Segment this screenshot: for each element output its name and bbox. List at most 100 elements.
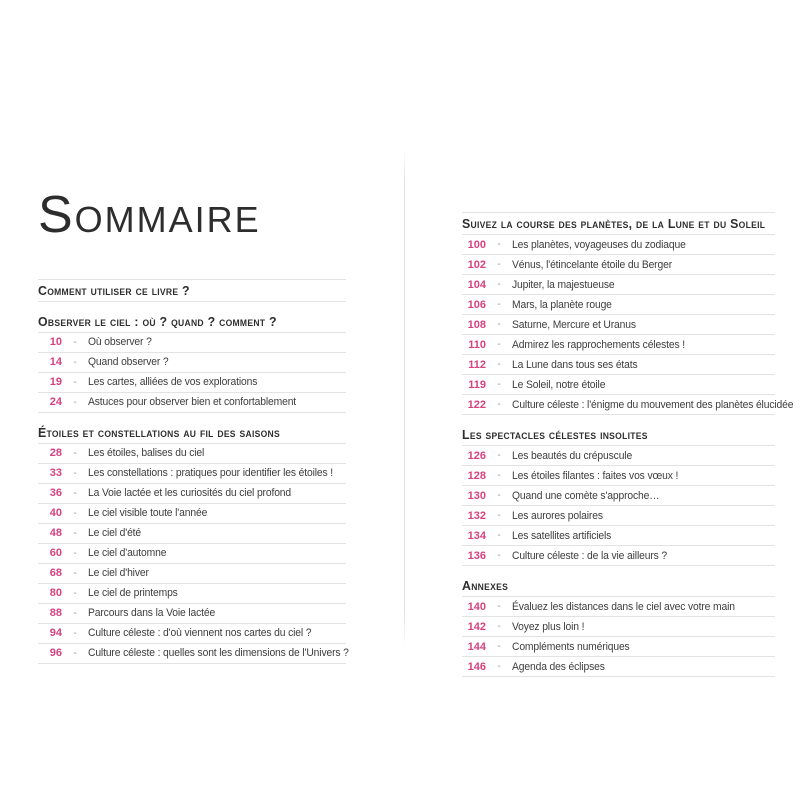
dash-separator: - [497,259,501,270]
entry-page-number: 106 [467,298,486,311]
entry-page-number: 36 [49,487,62,500]
toc-items: 140 - Évaluez les distances dans le ciel… [462,597,775,677]
dash-separator: - [73,507,77,519]
entry-title: La Lune dans tous ses états [512,358,638,371]
toc-section: Comment utiliser ce livre ? [38,278,346,302]
entry-title: Où observer ? [88,336,152,349]
toc-entry: 80 - Le ciel de printemps [38,584,346,604]
dash-separator: - [73,607,77,619]
dash-separator: - [497,550,501,561]
entry-page-number: 100 [467,238,486,251]
toc-entry: 102 - Vénus, l'étincelante étoile du Ber… [462,255,775,275]
dash-separator: - [497,399,501,410]
toc-section: Les spectacles célestes insolites 126 - … [462,424,775,566]
toc-entry: 134 - Les satellites artificiels [462,526,775,546]
toc-entry: 28 - Les étoiles, balises du ciel [38,444,346,464]
entry-title: Agenda des éclipses [512,660,605,673]
dash-separator: - [497,470,501,481]
entry-page-number: 136 [467,549,486,562]
entry-page-number: 119 [468,378,486,391]
entry-title: Les cartes, alliées de vos explorations [88,376,258,389]
toc-entry: 33 - Les constellations : pratiques pour… [38,464,346,484]
entry-title: Saturne, Mercure et Uranus [512,318,636,331]
entry-title: Le Soleil, notre étoile [512,378,606,391]
entry-title: Les planètes, voyageuses du zodiaque [512,238,686,251]
dash-separator: - [497,661,501,672]
toc-entry: 14 - Quand observer ? [38,353,346,373]
section-heading-text: Étoiles et constellations au fil des sai… [38,424,280,440]
toc-entry: 88 - Parcours dans la Voie lactée [38,604,346,624]
entry-title: Voyez plus loin ! [512,620,585,633]
toc-entry: 104 - Jupiter, la majestueuse [462,275,775,295]
toc-items: 28 - Les étoiles, balises du ciel 33 - L… [38,444,349,664]
entry-page-number: 144 [467,640,486,653]
entry-page-number: 24 [49,396,62,409]
entry-title: Culture céleste : quelles sont les dimen… [88,647,349,660]
entry-page-number: 130 [467,489,486,502]
right-page: Suivez la course des planètes, de la Lun… [462,212,793,677]
entry-page-number: 132 [467,509,486,522]
toc-section: Annexes 140 - Évaluez les distances dans… [462,575,775,677]
toc-section: Observer le ciel : où ? quand ? comment … [38,311,346,413]
toc-entry: 140 - Évaluez les distances dans le ciel… [462,597,775,617]
entry-page-number: 60 [49,547,62,560]
dash-separator: - [73,627,77,639]
section-heading: Annexes [462,575,775,597]
entry-page-number: 104 [467,278,486,291]
entry-page-number: 96 [49,647,62,660]
dash-separator: - [497,641,501,652]
entry-title: Quand observer ? [88,356,169,369]
toc-entry: 130 - Quand une comète s'approche… [462,486,775,506]
dash-separator: - [497,601,501,612]
dash-separator: - [73,336,77,348]
toc-entry: 94 - Culture céleste : d'où viennent nos… [38,624,346,644]
toc-entry: 100 - Les planètes, voyageuses du zodiaq… [462,235,775,255]
entry-page-number: 108 [467,318,486,331]
entry-page-number: 94 [49,627,62,640]
entry-title: Mars, la planète rouge [512,298,612,311]
toc-entry: 112 - La Lune dans tous ses états [462,355,775,375]
entry-page-number: 68 [49,567,62,580]
dash-separator: - [73,587,77,599]
toc-entry: 40 - Le ciel visible toute l'année [38,504,346,524]
toc-entry: 136 - Culture céleste : de la vie ailleu… [462,546,775,566]
toc-entry: 68 - Le ciel d'hiver [38,564,346,584]
entry-title: Culture céleste : d'où viennent nos cart… [88,627,312,640]
dash-separator: - [497,621,501,632]
dash-separator: - [497,319,501,330]
dash-separator: - [73,467,77,479]
toc-entry: 144 - Compléments numériques [462,637,775,657]
toc-entry: 19 - Les cartes, alliées de vos explorat… [38,373,346,393]
dash-separator: - [73,447,77,459]
entry-page-number: 112 [468,358,486,371]
entry-title: Le ciel visible toute l'année [88,507,208,520]
dash-separator: - [73,527,77,539]
entry-title: Compléments numériques [512,640,630,653]
entry-page-number: 110 [468,338,486,351]
dash-separator: - [73,356,77,368]
toc-section: Suivez la course des planètes, de la Lun… [462,212,793,415]
section-heading-text: Suivez la course des planètes, de la Lun… [462,216,766,231]
dash-separator: - [497,450,501,461]
toc-left-column: Comment utiliser ce livre ? Observer le … [38,278,349,664]
toc-entry: 24 - Astuces pour observer bien et confo… [38,393,346,413]
entry-title: Culture céleste : de la vie ailleurs ? [512,549,667,562]
entry-page-number: 48 [49,527,62,540]
toc-entry: 122 - Culture céleste : l'énigme du mouv… [462,395,793,415]
dash-separator: - [73,396,77,408]
dash-separator: - [73,487,77,499]
section-heading-text: Observer le ciel : où ? quand ? comment … [38,313,277,329]
entry-title: Jupiter, la majestueuse [512,278,615,291]
section-heading: Comment utiliser ce livre ? [38,280,346,302]
entry-page-number: 88 [49,607,62,620]
dash-separator: - [497,339,501,350]
entry-page-number: 128 [467,469,486,482]
entry-title: Parcours dans la Voie lactée [88,607,216,620]
dash-separator: - [497,239,501,250]
entry-title: Le ciel de printemps [88,587,178,600]
entry-page-number: 28 [49,447,62,460]
dash-separator: - [497,359,501,370]
entry-title: Les beautés du crépuscule [512,449,633,462]
entry-title: Quand une comète s'approche… [512,489,660,502]
entry-title: Les satellites artificiels [512,529,612,542]
